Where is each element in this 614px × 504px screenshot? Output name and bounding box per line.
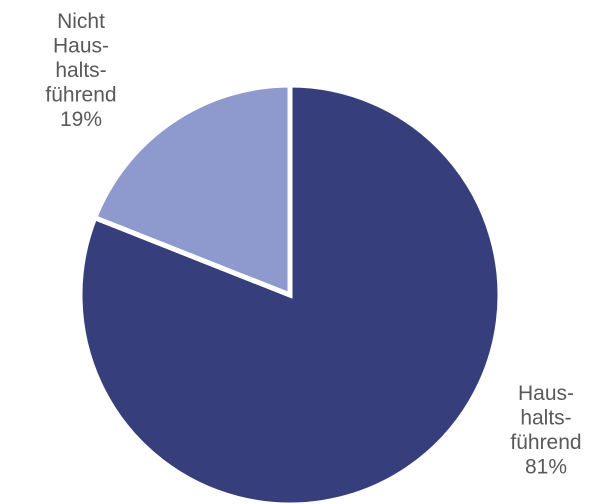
pie-slice-1: [77, 82, 503, 504]
slice-label-line: halts-: [55, 59, 106, 82]
slice-label-line: halts-: [520, 407, 571, 430]
slice-label-line: 81%: [525, 456, 567, 479]
slice-label-line: führend: [510, 431, 581, 454]
slice-label-1: Haus-halts-führend 81%: [510, 382, 581, 479]
slice-label-line: führend: [45, 84, 116, 107]
slice-label-line: 19%: [60, 108, 102, 131]
slice-label-line: Haus-: [53, 35, 109, 58]
slice-labels: Haus-halts-führend 81%Nicht Haus-halts-füh…: [45, 10, 581, 479]
slice-label-2: Nicht Haus-halts-führend 19%: [45, 10, 116, 131]
slice-label-line: Nicht: [57, 10, 105, 33]
pie-slice-2: [91, 82, 293, 299]
pie-slices: [77, 82, 503, 504]
slice-label-line: Haus-: [518, 382, 574, 405]
